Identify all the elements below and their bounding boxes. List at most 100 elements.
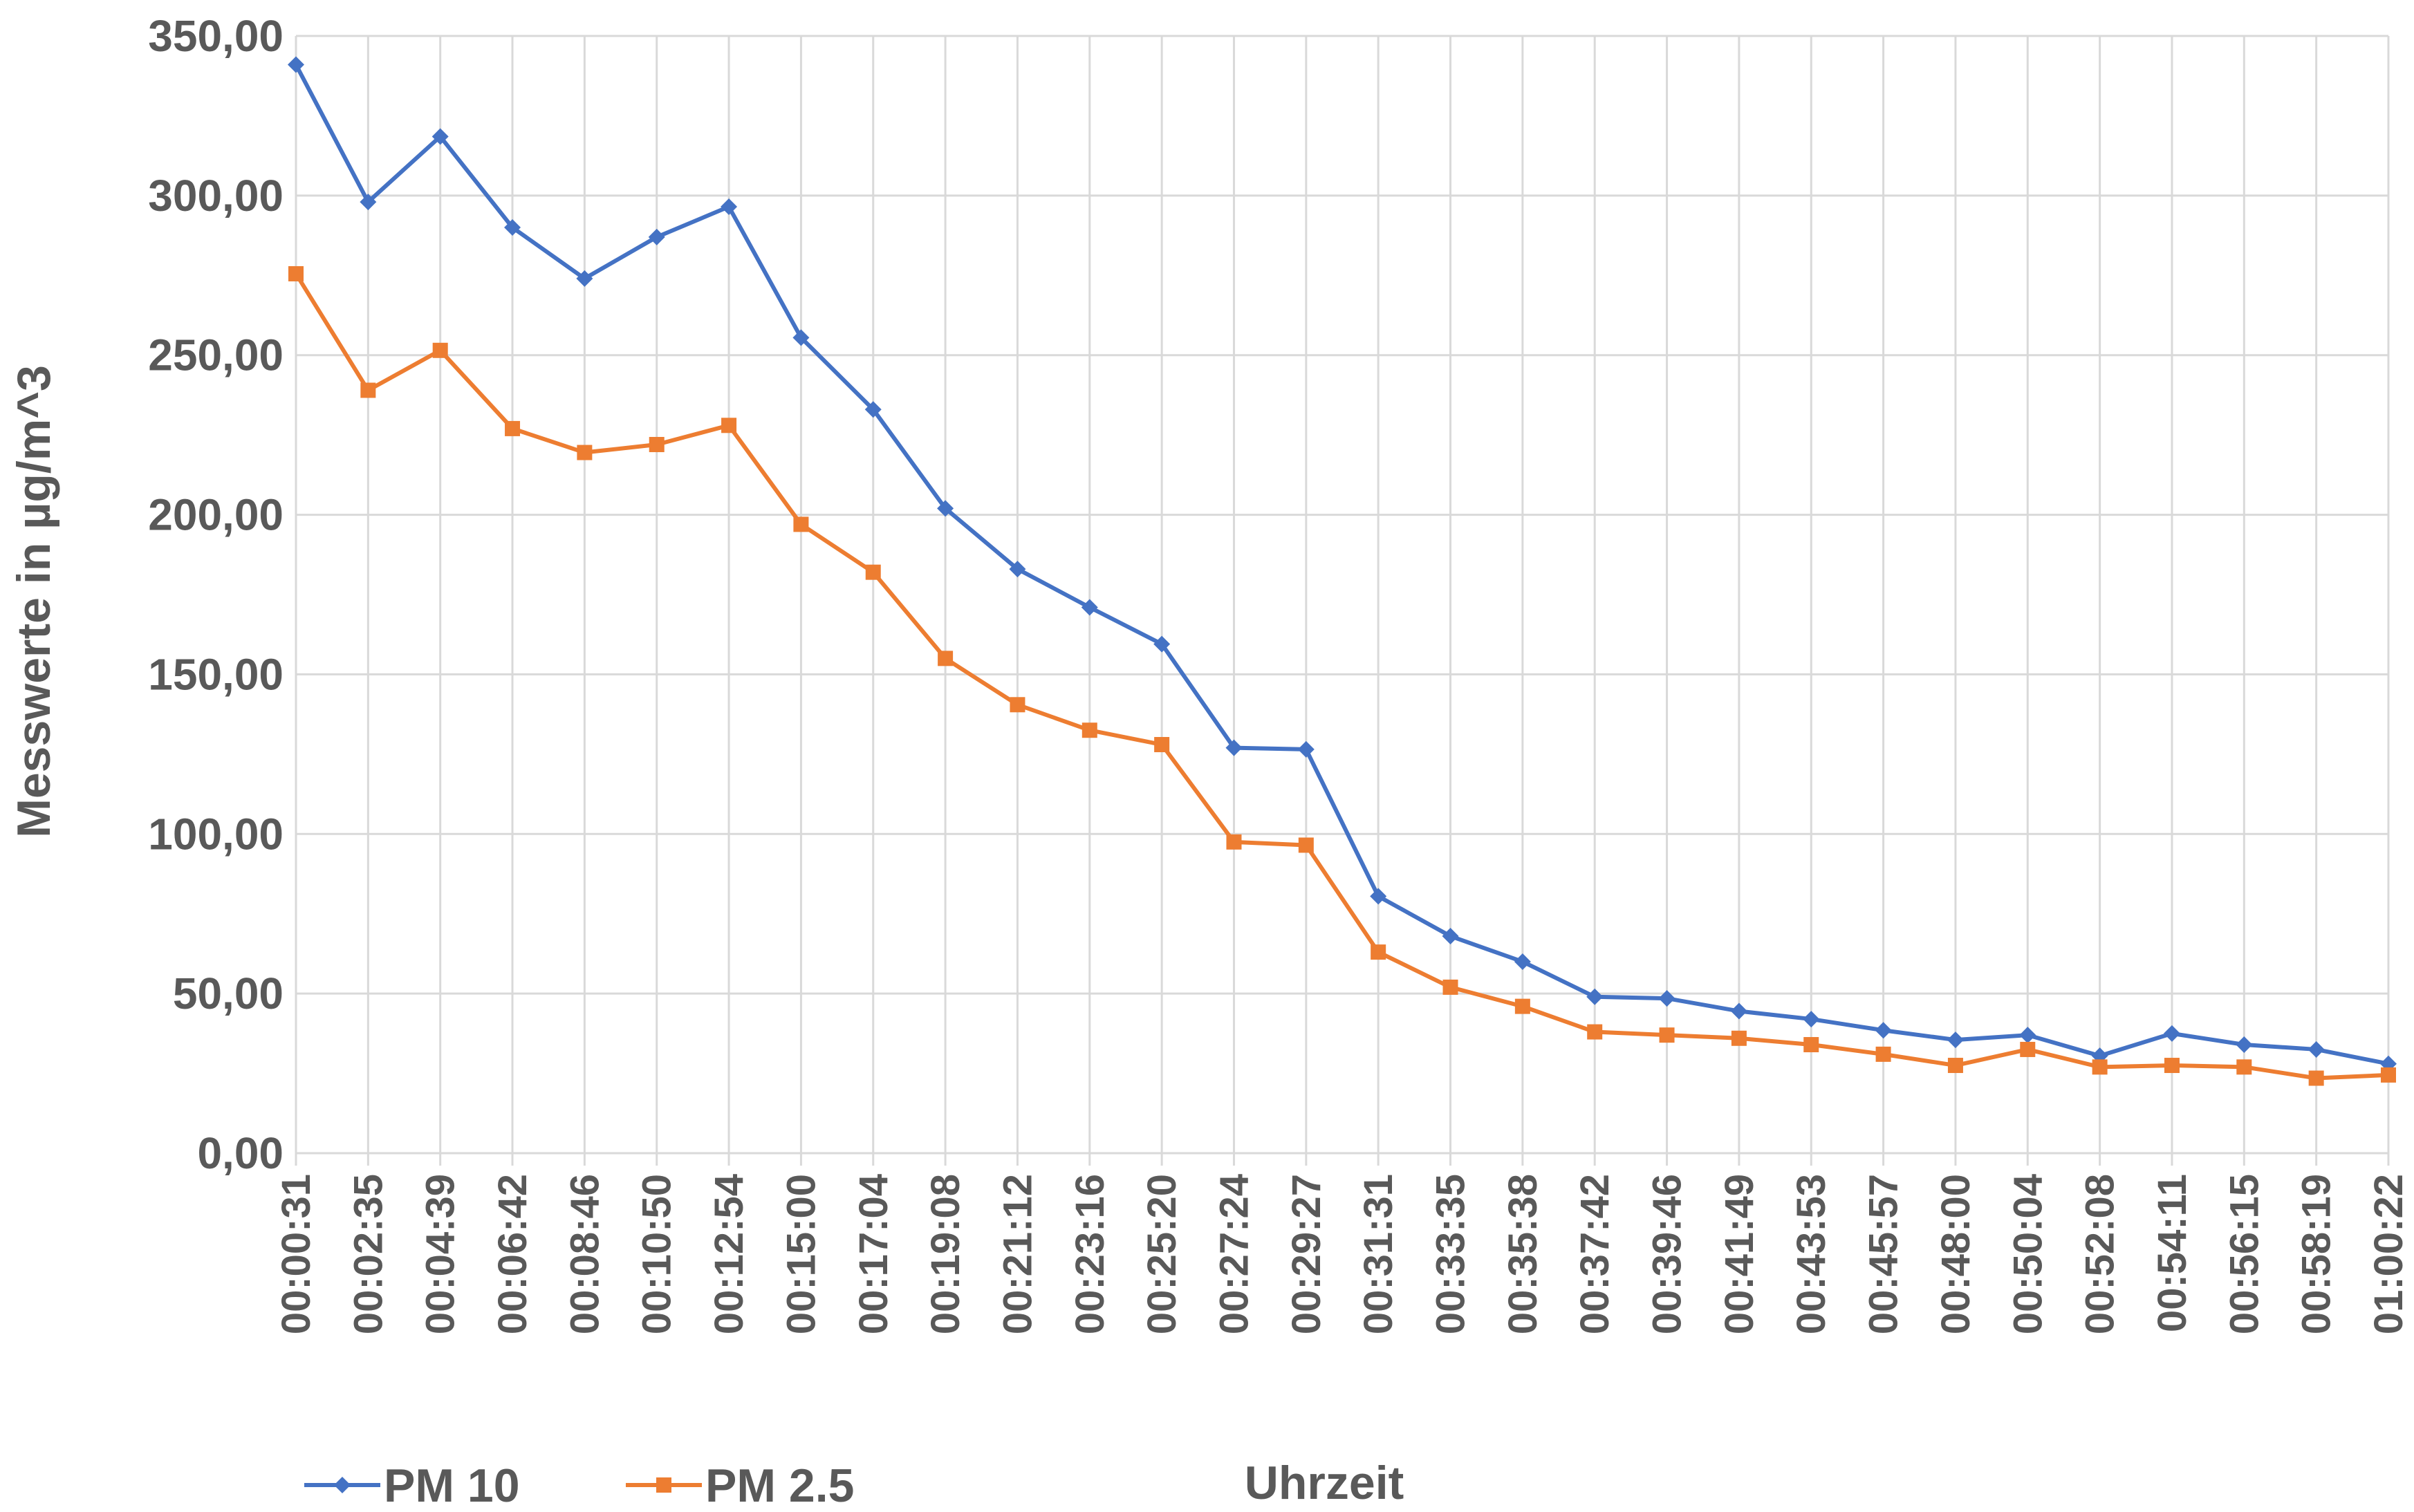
data-point-pm-10 <box>1153 635 1171 653</box>
data-point-pm-2-5 <box>1659 1027 1675 1043</box>
data-point-pm-2-5 <box>1587 1024 1603 1040</box>
x-tick-label: 00:00:31 <box>274 1174 319 1334</box>
data-point-pm-2-5 <box>1731 1030 1747 1046</box>
y-axis-title: Messwerte in µg/m^3 <box>8 365 60 838</box>
series-lines <box>288 56 2397 1086</box>
x-tick-label: 00:39:46 <box>1645 1174 1690 1334</box>
data-point-pm-10 <box>2163 1025 2180 1042</box>
y-tick-label: 150,00 <box>148 649 284 699</box>
data-point-pm-10 <box>1875 1022 1892 1039</box>
data-point-pm-2-5 <box>2020 1041 2036 1057</box>
x-tick-label: 00:02:35 <box>346 1174 391 1334</box>
data-point-pm-2-5 <box>1514 998 1530 1014</box>
data-point-pm-2-5 <box>1803 1037 1819 1053</box>
x-tick-label: 01:00:22 <box>2366 1174 2411 1334</box>
data-point-pm-2-5 <box>432 342 448 358</box>
data-point-pm-2-5 <box>1081 722 1097 738</box>
y-tick-label: 0,00 <box>197 1128 284 1178</box>
data-point-pm-2-5 <box>360 382 376 398</box>
data-point-pm-2-5 <box>1226 834 1242 850</box>
x-tick-label: 00:08:46 <box>562 1174 607 1334</box>
data-point-pm-2-5 <box>938 651 954 666</box>
x-tick-label: 00:10:50 <box>635 1174 680 1334</box>
x-tick-label: 00:52:08 <box>2078 1174 2123 1334</box>
x-tick-label: 00:58:19 <box>2294 1174 2339 1334</box>
data-point-pm-10 <box>1658 990 1675 1007</box>
legend: PM 10 PM 2.5 <box>304 1459 854 1512</box>
x-tick-label: 00:31:31 <box>1356 1174 1401 1334</box>
data-point-pm-10 <box>1297 740 1315 758</box>
data-point-pm-10 <box>288 56 304 73</box>
data-point-pm-2-5 <box>577 445 593 460</box>
series-line-pm-2-5 <box>294 272 2389 1081</box>
data-point-pm-2-5 <box>865 564 881 580</box>
data-point-pm-10 <box>2019 1027 2036 1044</box>
y-tick-label: 200,00 <box>148 490 284 540</box>
x-tick-label: 00:54:11 <box>2150 1174 2195 1332</box>
y-tick-label: 100,00 <box>148 809 284 859</box>
series-line-pm-10 <box>294 64 2389 1066</box>
data-point-pm-10 <box>648 228 665 245</box>
x-tick-label: 00:15:00 <box>779 1174 824 1334</box>
data-point-pm-2-5 <box>288 265 304 281</box>
data-point-pm-2-5 <box>505 420 521 436</box>
x-tick-label: 00:33:35 <box>1429 1174 1474 1334</box>
data-point-pm-2-5 <box>721 418 737 433</box>
data-point-pm-10 <box>792 329 810 346</box>
data-point-pm-2-5 <box>1154 737 1170 753</box>
x-tick-label: 00:19:08 <box>923 1174 968 1334</box>
data-point-pm-10 <box>1730 1002 1747 1020</box>
x-axis-title: Uhrzeit <box>1245 1457 1404 1509</box>
legend-label-pm-2-5: PM 2.5 <box>705 1459 854 1509</box>
data-point-pm-10 <box>937 500 954 517</box>
data-point-pm-10 <box>504 219 521 236</box>
x-tick-label: 00:29:27 <box>1284 1174 1329 1334</box>
data-point-pm-10 <box>2236 1036 2253 1054</box>
x-tick-label: 00:48:00 <box>1933 1174 1978 1334</box>
data-point-pm-10 <box>1081 599 1098 616</box>
x-tick-label: 00:12:54 <box>707 1174 752 1334</box>
data-point-pm-2-5 <box>1298 837 1314 853</box>
data-point-pm-10 <box>431 128 449 145</box>
data-point-pm-10 <box>1586 988 1604 1005</box>
x-tick-label: 00:06:42 <box>490 1174 535 1334</box>
legend-label-pm-10: PM 10 <box>384 1459 520 1509</box>
data-point-pm-2-5 <box>2381 1067 2396 1083</box>
legend-marker-pm-10 <box>334 1477 351 1493</box>
x-tick-label: 00:17:04 <box>851 1174 896 1334</box>
y-tick-label: 50,00 <box>173 969 284 1018</box>
data-point-pm-10 <box>2308 1040 2325 1058</box>
x-tick-label: 00:41:49 <box>1717 1174 1762 1334</box>
data-point-pm-10 <box>1442 928 1459 945</box>
data-point-pm-10 <box>1225 739 1243 756</box>
data-point-pm-10 <box>1947 1032 1964 1049</box>
data-point-pm-2-5 <box>1442 979 1458 995</box>
grid-lines <box>295 35 2390 1166</box>
x-tick-label: 00:21:12 <box>995 1174 1040 1334</box>
x-axis-ticks: 00:00:31 00:02:35 00:04:39 00:06:42 00:08:46… <box>274 1174 2411 1334</box>
data-point-pm-10 <box>1803 1011 1820 1028</box>
data-point-pm-10 <box>1009 561 1026 578</box>
data-point-pm-10 <box>360 194 377 211</box>
x-tick-label: 00:23:16 <box>1068 1174 1113 1334</box>
x-tick-label: 00:35:38 <box>1501 1174 1545 1334</box>
data-point-pm-10 <box>1370 888 1387 905</box>
x-tick-label: 00:27:24 <box>1211 1174 1256 1334</box>
x-tick-label: 00:37:42 <box>1572 1174 1617 1334</box>
data-point-pm-2-5 <box>1875 1046 1891 1062</box>
data-point-pm-2-5 <box>793 516 809 532</box>
x-tick-label: 00:56:15 <box>2222 1174 2267 1334</box>
data-point-pm-2-5 <box>649 436 665 452</box>
data-point-pm-2-5 <box>2236 1059 2252 1075</box>
y-tick-label: 250,00 <box>148 330 284 380</box>
x-tick-label: 00:04:39 <box>418 1174 463 1334</box>
data-point-pm-10 <box>576 270 593 287</box>
data-point-pm-2-5 <box>1371 944 1386 960</box>
y-tick-label: 300,00 <box>148 171 284 221</box>
data-point-pm-2-5 <box>2308 1070 2324 1086</box>
legend-marker-pm-2-5 <box>656 1477 671 1493</box>
data-point-pm-10 <box>864 401 882 418</box>
x-tick-label: 00:25:20 <box>1140 1174 1185 1334</box>
